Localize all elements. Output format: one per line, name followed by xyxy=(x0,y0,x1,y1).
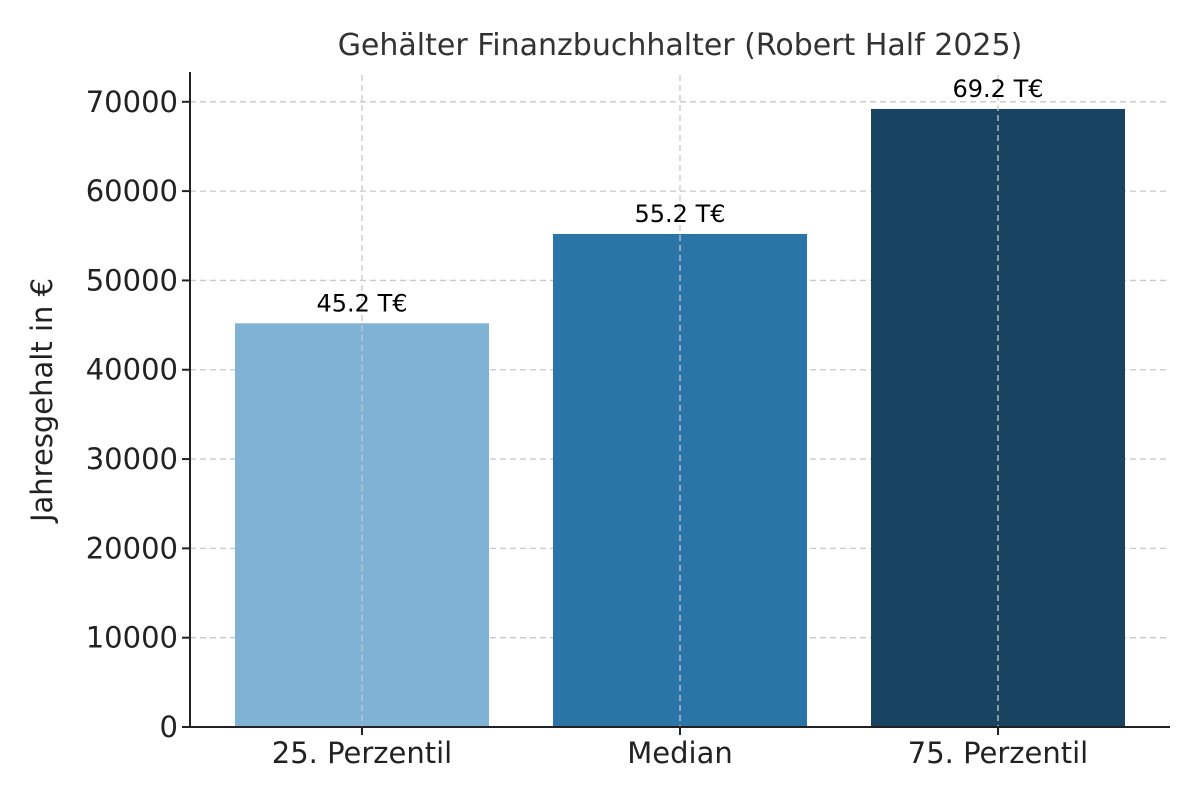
bar-data-label: 45.2 T€ xyxy=(317,289,408,317)
y-axis-label: Jahresgehalt in € xyxy=(25,278,59,524)
bar-data-label: 55.2 T€ xyxy=(635,200,726,228)
vertical-grid-layer xyxy=(361,75,999,727)
y-tick-label: 10000 xyxy=(86,621,178,655)
bar-data-label: 69.2 T€ xyxy=(953,75,1044,103)
y-tick-label: 60000 xyxy=(86,174,178,208)
x-tick-label: 25. Perzentil xyxy=(272,736,453,770)
x-tick-label: 75. Perzentil xyxy=(908,736,1089,770)
y-tick-label: 70000 xyxy=(86,85,178,119)
x-tick-label: Median xyxy=(627,736,732,770)
labels-layer: 0 10000 20000 30000 40000 50000 60000 70000 25. … xyxy=(86,75,1089,770)
chart-title: Gehälter Finanzbuchhalter (Robert Half 2… xyxy=(338,28,1023,63)
y-tick-label: 0 xyxy=(160,710,178,744)
y-tick-label: 30000 xyxy=(86,442,178,476)
y-tick-label: 50000 xyxy=(86,263,178,297)
y-tick-label: 40000 xyxy=(86,353,178,387)
axes-layer xyxy=(182,72,1170,735)
y-tick-label: 20000 xyxy=(86,531,178,565)
